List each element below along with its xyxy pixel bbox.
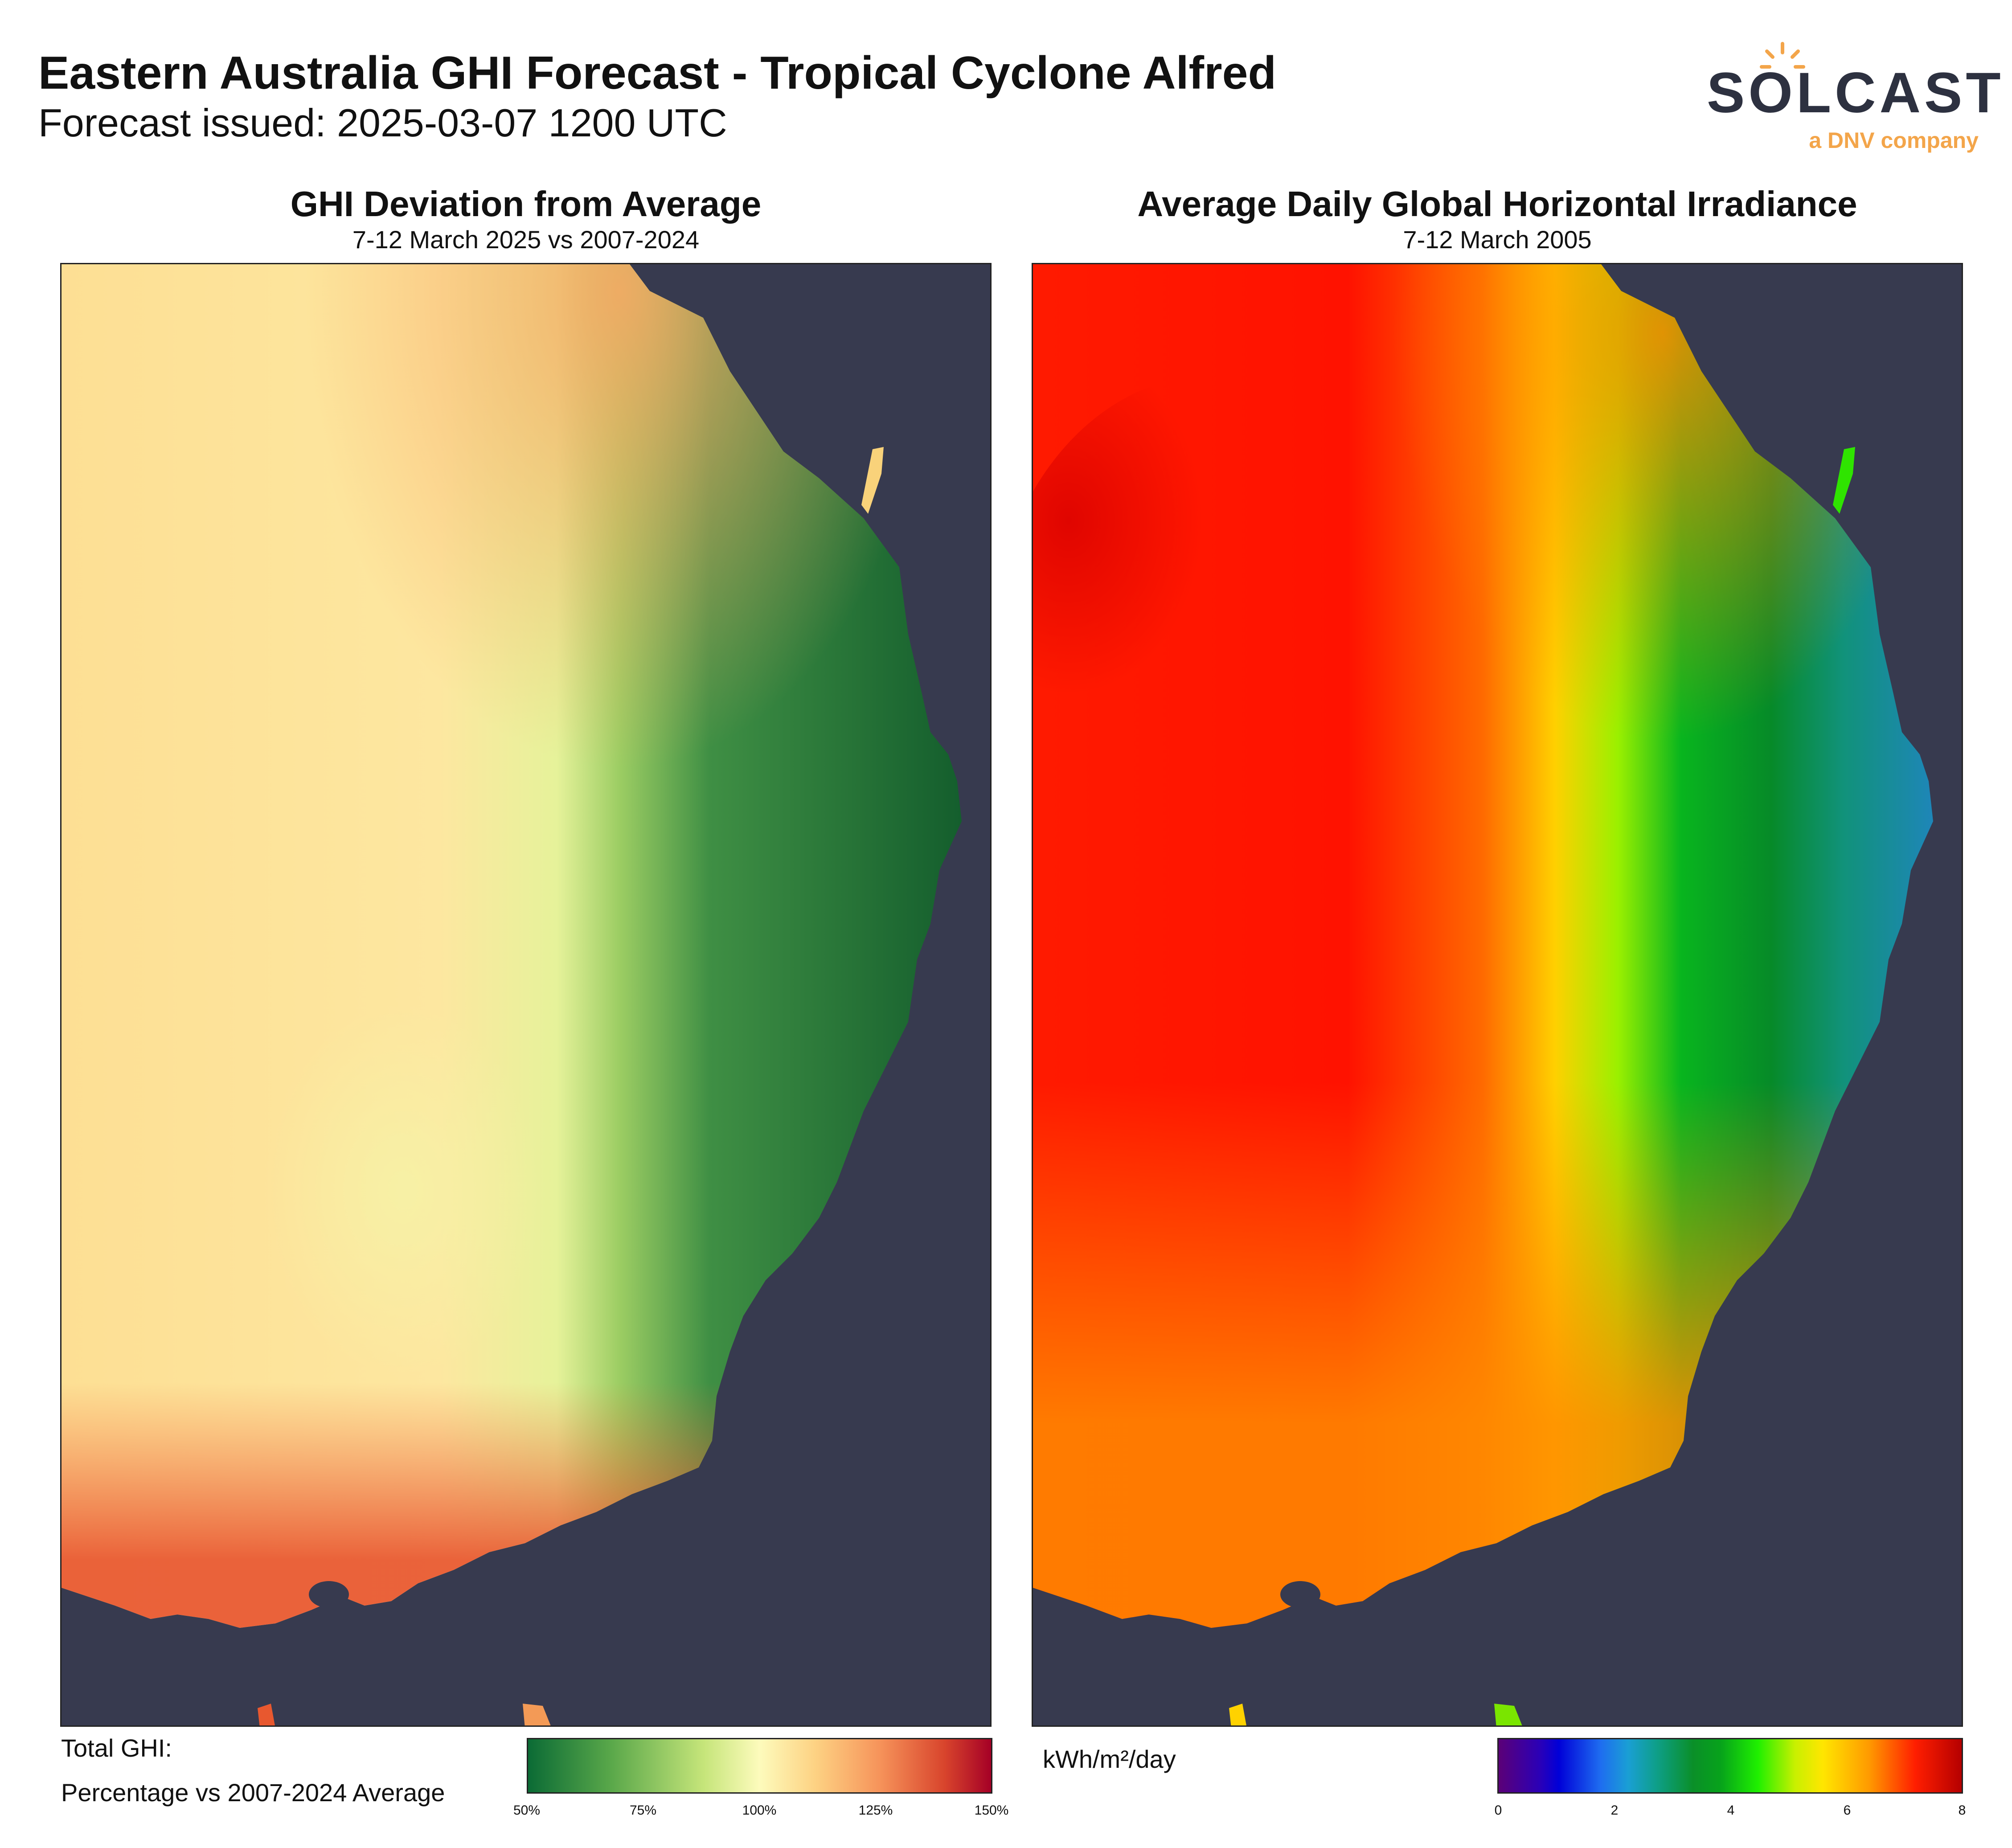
king-island <box>1229 1704 1246 1725</box>
ghi-average-map <box>1032 263 1963 1727</box>
left-panel-title: GHI Deviation from Average <box>290 184 762 224</box>
left-colorbar-tick: 75% <box>629 1803 657 1818</box>
logo-tagline: a DNV company <box>1809 128 1979 153</box>
fraser-island <box>861 447 884 514</box>
right-legend-title: kWh/m²/day <box>1043 1745 1176 1773</box>
port-phillip-bay <box>309 1581 349 1608</box>
flinders-island <box>523 1704 551 1725</box>
ghi-deviation-map <box>60 263 992 1727</box>
right-colorbar-tick: 2 <box>1610 1803 1619 1818</box>
sun-icon <box>1760 42 1805 69</box>
left-legend-title: Total GHI: <box>61 1734 172 1762</box>
king-island <box>258 1704 275 1725</box>
right-colorbar-tick: 6 <box>1843 1803 1851 1818</box>
left-colorbar-tick: 50% <box>513 1803 541 1818</box>
right-colorbar-tick: 8 <box>1958 1803 1966 1818</box>
right-panel-subtitle: 7-12 March 2005 <box>1403 225 1592 254</box>
right-colorbar-tick: 4 <box>1727 1803 1735 1818</box>
irradiance-colorbar <box>1497 1738 1963 1794</box>
page-subtitle: Forecast issued: 2025-03-07 1200 UTC <box>38 101 727 145</box>
page-title: Eastern Australia GHI Forecast - Tropica… <box>38 47 1276 99</box>
left-colorbar-tick: 100% <box>742 1803 777 1818</box>
right-panel-title: Average Daily Global Horizontal Irradian… <box>1137 184 1857 224</box>
left-panel-subtitle: 7-12 March 2025 vs 2007-2024 <box>352 225 700 254</box>
port-phillip-bay <box>1280 1581 1320 1608</box>
right-colorbar-tick: 0 <box>1494 1803 1502 1818</box>
logo-wordmark: SOLCAST <box>1707 61 2004 125</box>
fraser-island <box>1833 447 1855 514</box>
flinders-island <box>1494 1704 1522 1725</box>
left-colorbar-tick: 125% <box>858 1803 893 1818</box>
deviation-colorbar <box>527 1738 992 1794</box>
left-colorbar-tick: 150% <box>974 1803 1009 1818</box>
left-legend-subtitle: Percentage vs 2007-2024 Average <box>61 1778 445 1807</box>
solcast-logo: SOLCAST a DNV company <box>1702 40 2001 156</box>
